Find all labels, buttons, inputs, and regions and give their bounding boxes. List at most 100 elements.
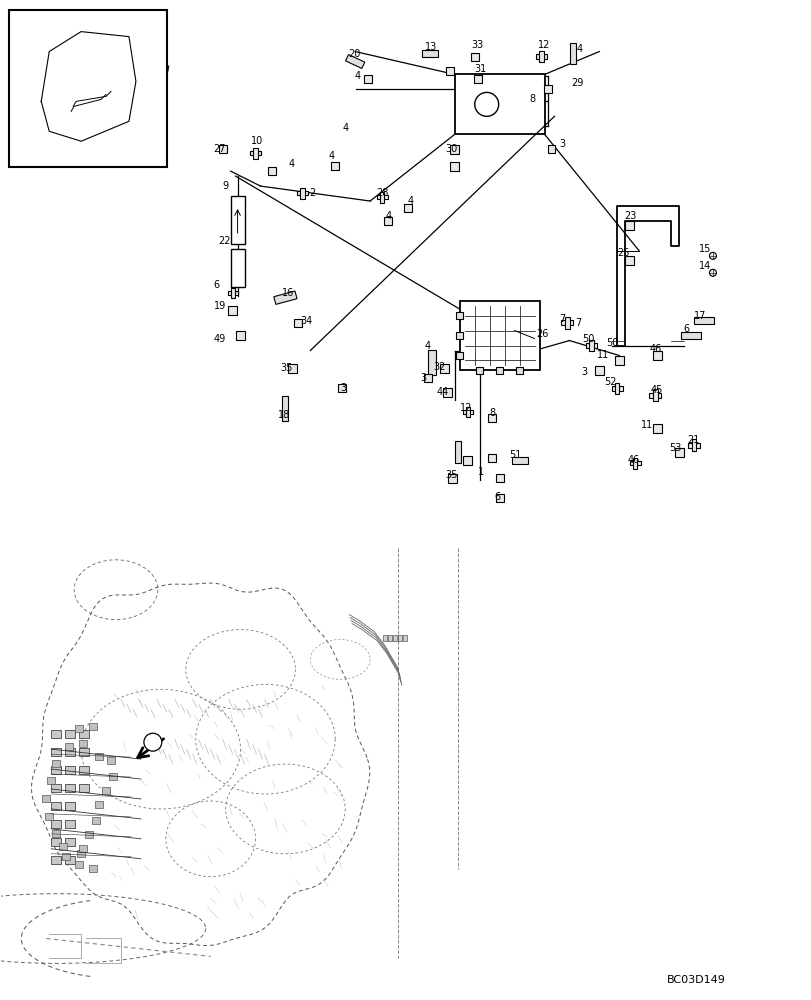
Bar bbox=[51, 856, 61, 864]
Bar bbox=[422, 50, 437, 57]
Bar bbox=[564, 317, 569, 329]
Bar bbox=[543, 85, 551, 93]
Circle shape bbox=[709, 269, 715, 276]
Bar bbox=[427, 350, 436, 375]
Bar bbox=[92, 817, 100, 824]
Polygon shape bbox=[49, 111, 73, 133]
Bar bbox=[51, 784, 61, 792]
Text: 12: 12 bbox=[537, 40, 549, 50]
Bar bbox=[511, 457, 527, 464]
Bar bbox=[450, 145, 459, 154]
Bar bbox=[652, 424, 661, 433]
Bar bbox=[383, 635, 387, 641]
Bar bbox=[393, 635, 397, 641]
Text: 31: 31 bbox=[474, 64, 487, 74]
Text: 45: 45 bbox=[650, 385, 662, 395]
Bar bbox=[516, 367, 522, 374]
Bar bbox=[51, 748, 61, 756]
Text: 21: 21 bbox=[686, 435, 698, 445]
Bar bbox=[89, 865, 97, 872]
Circle shape bbox=[42, 125, 60, 143]
Polygon shape bbox=[101, 71, 161, 106]
Bar bbox=[51, 838, 61, 846]
Bar bbox=[230, 249, 244, 287]
Text: 23: 23 bbox=[624, 211, 636, 221]
Bar bbox=[404, 204, 411, 212]
Text: 3: 3 bbox=[559, 139, 565, 149]
Text: 3: 3 bbox=[581, 367, 587, 377]
Text: 16: 16 bbox=[282, 288, 294, 298]
Text: 51: 51 bbox=[509, 450, 521, 460]
Bar bbox=[300, 188, 304, 199]
Bar bbox=[51, 802, 61, 810]
Text: 19: 19 bbox=[213, 301, 225, 311]
Bar bbox=[473, 75, 481, 83]
Bar bbox=[629, 461, 640, 465]
Bar bbox=[423, 374, 431, 382]
Text: 3: 3 bbox=[340, 383, 346, 393]
Text: 20: 20 bbox=[348, 49, 360, 59]
Text: 10: 10 bbox=[251, 136, 263, 146]
Bar bbox=[693, 317, 713, 324]
Text: 22: 22 bbox=[218, 236, 231, 246]
Bar bbox=[65, 838, 75, 846]
Bar bbox=[59, 843, 67, 850]
Text: 13: 13 bbox=[424, 42, 436, 52]
Bar bbox=[282, 396, 288, 421]
Bar bbox=[227, 291, 238, 295]
Bar bbox=[65, 748, 75, 756]
Bar bbox=[624, 221, 633, 230]
Bar bbox=[454, 74, 544, 134]
Polygon shape bbox=[39, 126, 139, 143]
Text: 4: 4 bbox=[576, 44, 581, 54]
Bar bbox=[380, 192, 384, 203]
Bar bbox=[397, 635, 401, 641]
Bar bbox=[402, 635, 406, 641]
Bar bbox=[448, 474, 457, 483]
Text: 34: 34 bbox=[300, 316, 312, 326]
Text: 7: 7 bbox=[559, 314, 565, 324]
Bar bbox=[539, 51, 543, 62]
Bar bbox=[62, 853, 70, 860]
Bar bbox=[345, 55, 364, 68]
Text: 52: 52 bbox=[603, 377, 616, 387]
Bar bbox=[51, 766, 61, 774]
Bar bbox=[570, 43, 576, 64]
Circle shape bbox=[474, 92, 498, 116]
Bar bbox=[338, 384, 345, 392]
Bar bbox=[65, 766, 75, 774]
Bar bbox=[288, 364, 297, 373]
Bar bbox=[691, 439, 696, 451]
Bar bbox=[456, 312, 463, 319]
Bar bbox=[547, 145, 555, 153]
Bar bbox=[495, 494, 503, 502]
Bar bbox=[10, 10, 166, 167]
Polygon shape bbox=[143, 62, 169, 91]
Bar bbox=[75, 725, 83, 732]
Bar bbox=[376, 195, 387, 199]
Text: 11: 11 bbox=[597, 350, 609, 360]
Bar bbox=[236, 331, 245, 340]
Bar bbox=[230, 196, 244, 244]
Text: 6: 6 bbox=[682, 324, 689, 334]
Bar bbox=[65, 784, 75, 792]
Bar bbox=[560, 320, 573, 325]
Polygon shape bbox=[49, 111, 73, 133]
Bar bbox=[363, 75, 371, 83]
Text: 6: 6 bbox=[494, 492, 500, 502]
Text: 44: 44 bbox=[436, 387, 448, 397]
Bar bbox=[445, 67, 453, 75]
Text: 6: 6 bbox=[213, 280, 220, 290]
Text: 4: 4 bbox=[341, 123, 348, 133]
Bar bbox=[652, 389, 657, 401]
Bar bbox=[79, 845, 87, 852]
Bar bbox=[450, 162, 459, 171]
Text: 14: 14 bbox=[698, 261, 710, 271]
Bar bbox=[250, 151, 260, 155]
Bar bbox=[42, 795, 50, 802]
Bar bbox=[297, 191, 307, 195]
Text: 30: 30 bbox=[444, 144, 457, 154]
Bar bbox=[79, 766, 89, 774]
Bar bbox=[633, 458, 637, 469]
Text: BC03D149: BC03D149 bbox=[667, 975, 725, 985]
